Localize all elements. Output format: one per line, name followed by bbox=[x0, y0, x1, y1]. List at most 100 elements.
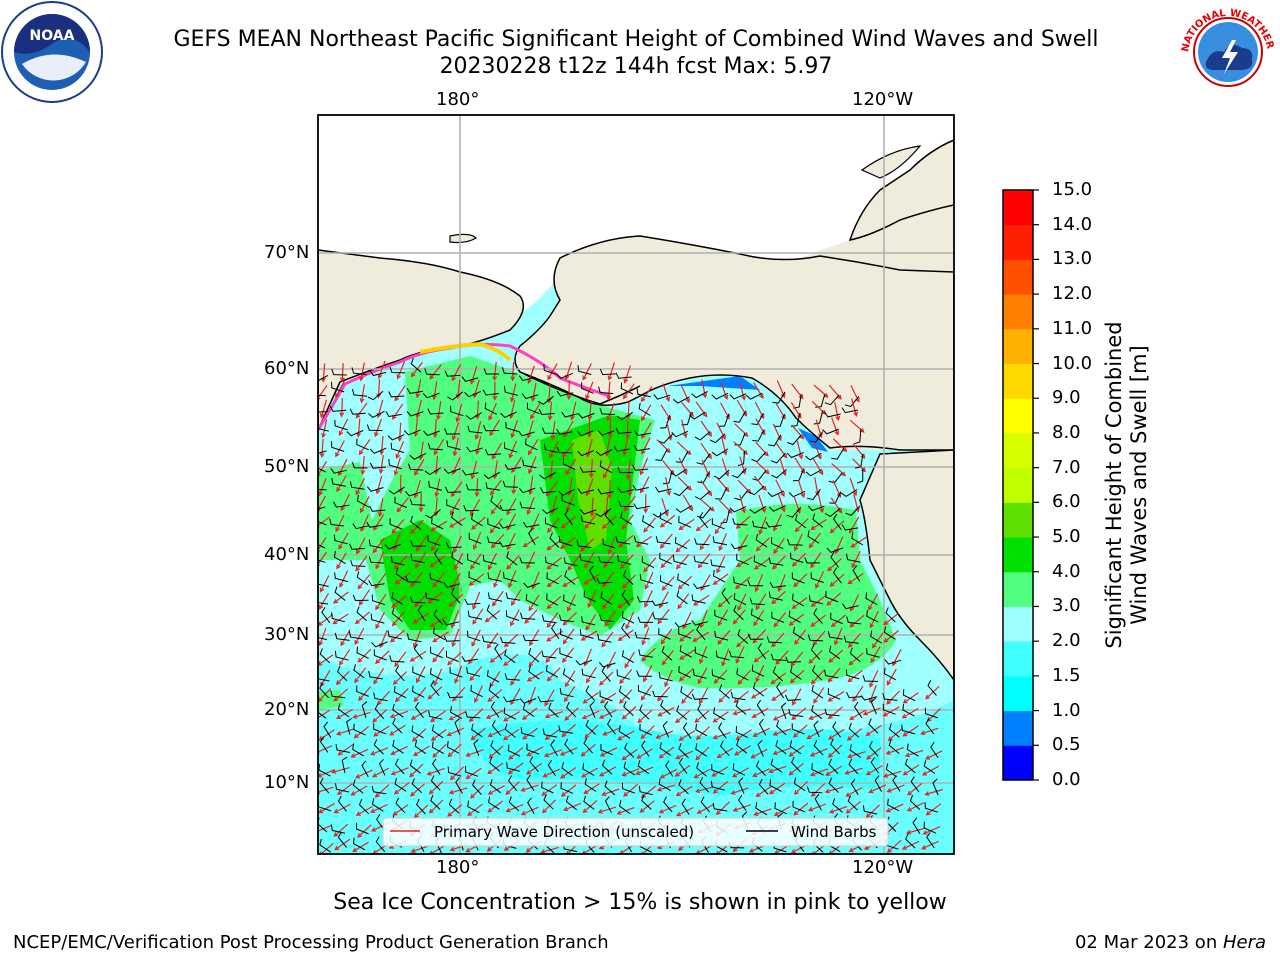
wind-barb bbox=[331, 478, 346, 487]
wave-arrow-head bbox=[818, 432, 823, 439]
wave-direction-arrow bbox=[433, 668, 443, 686]
wave-arrow-head bbox=[922, 830, 928, 835]
wave-arrow-head bbox=[489, 658, 495, 663]
wave-arrow-head bbox=[360, 526, 365, 533]
wave-direction-arrow bbox=[399, 422, 402, 441]
wave-direction-arrow bbox=[753, 609, 765, 626]
wind-barb bbox=[507, 775, 518, 792]
wave-direction-arrow bbox=[432, 647, 445, 663]
wind-barb bbox=[504, 723, 516, 738]
wave-direction-arrow bbox=[721, 648, 730, 666]
wave-arrow-head bbox=[352, 847, 358, 853]
wave-arrow-head bbox=[484, 617, 490, 623]
wave-direction-arrow bbox=[528, 594, 540, 611]
colorbar-title-line2: Wind Waves and Swell [m] bbox=[1127, 345, 1151, 625]
wind-barb bbox=[598, 556, 614, 564]
wave-arrow-head bbox=[607, 433, 613, 439]
wind-barb bbox=[849, 744, 862, 758]
wind-barb bbox=[464, 598, 481, 605]
wind-barb bbox=[473, 739, 480, 756]
wave-arrow-head bbox=[414, 602, 420, 608]
wind-barb bbox=[558, 488, 575, 496]
wind-barb bbox=[559, 687, 574, 698]
wind-barb bbox=[807, 634, 824, 642]
graticule bbox=[318, 115, 954, 854]
wind-barb bbox=[652, 690, 668, 698]
wave-arrow-head bbox=[622, 394, 628, 400]
wind-barb bbox=[652, 613, 668, 620]
wind-barb bbox=[715, 650, 730, 661]
colorbar-tick-label: 1.0 bbox=[1052, 699, 1081, 721]
wind-barb bbox=[349, 408, 366, 415]
wind-barb bbox=[580, 515, 596, 525]
wave-arrow-head bbox=[853, 411, 858, 417]
wave-arrow-head bbox=[546, 564, 552, 570]
wind-barb bbox=[488, 684, 500, 699]
wave-arrow-head bbox=[560, 523, 566, 529]
wave-arrow-head bbox=[685, 398, 690, 404]
wave-direction-arrow bbox=[608, 536, 616, 554]
wind-barb bbox=[732, 763, 746, 776]
wind-barb bbox=[711, 448, 729, 457]
wave-direction-arrow bbox=[452, 422, 460, 440]
wave-arrow-head bbox=[659, 522, 665, 528]
wind-barb bbox=[527, 402, 540, 415]
wave-arrow-head bbox=[597, 808, 603, 814]
wave-direction-arrow bbox=[810, 768, 829, 776]
chart-subtitle: 20230228 t12z 144h fcst Max: 5.97 bbox=[439, 54, 833, 79]
wave-direction-arrow bbox=[563, 420, 574, 437]
wave-direction-arrow bbox=[665, 476, 670, 495]
wind-barb bbox=[623, 701, 634, 716]
wave-arrow-head bbox=[544, 713, 550, 719]
wind-barb bbox=[852, 565, 861, 582]
wind-barb bbox=[791, 593, 805, 607]
wave-direction-arrow bbox=[531, 513, 540, 531]
wind-barb bbox=[862, 675, 879, 682]
wave-arrow-head bbox=[582, 698, 588, 704]
wave-arrow-head bbox=[924, 755, 931, 760]
wind-barb bbox=[375, 814, 385, 831]
wave-direction-arrow bbox=[676, 785, 693, 797]
wave-direction-arrow bbox=[321, 438, 324, 457]
wave-arrow-head bbox=[640, 695, 646, 701]
wave-arrow-head bbox=[527, 450, 533, 456]
wave-arrow-head bbox=[452, 451, 458, 457]
wind-barb bbox=[373, 723, 386, 735]
wave-direction-arrow bbox=[470, 499, 481, 516]
wave-arrow-head bbox=[318, 641, 324, 647]
wave-arrow-head bbox=[389, 713, 396, 719]
wind-barb bbox=[542, 728, 558, 738]
wave-arrow-head bbox=[565, 682, 570, 688]
wind-barb bbox=[562, 668, 575, 682]
lat-label-60n: 60°N bbox=[264, 358, 310, 379]
wave-direction-arrow bbox=[585, 381, 594, 399]
wave-direction-arrow bbox=[359, 439, 371, 455]
wind-barb bbox=[337, 666, 348, 682]
wave-direction-arrow bbox=[476, 478, 479, 497]
wind-barb bbox=[508, 796, 520, 812]
wave-direction-arrow bbox=[337, 728, 355, 735]
wind-barb bbox=[699, 777, 710, 793]
wind-barb bbox=[642, 515, 655, 529]
wave-arrow-head bbox=[510, 433, 516, 439]
wave-direction-arrow bbox=[771, 590, 786, 604]
wave-arrow-head bbox=[715, 810, 721, 816]
wave-direction-arrow bbox=[737, 593, 747, 611]
wave-arrow-head bbox=[656, 786, 663, 792]
wave-arrow-head bbox=[448, 715, 454, 721]
wind-barb bbox=[369, 447, 387, 454]
wave-direction-arrow bbox=[339, 649, 351, 666]
wave-direction-arrow bbox=[679, 629, 695, 642]
wave-arrow-head bbox=[635, 542, 641, 547]
wind-barb bbox=[639, 704, 650, 720]
wind-barb bbox=[623, 569, 634, 585]
wave-arrow-head bbox=[338, 544, 343, 550]
wave-direction-arrow bbox=[359, 589, 370, 606]
wind-barb bbox=[392, 718, 403, 734]
wave-direction-arrow bbox=[582, 710, 600, 719]
wind-barb bbox=[433, 548, 443, 565]
wave-direction-arrow bbox=[467, 803, 483, 816]
wave-arrow-head bbox=[865, 731, 871, 736]
wind-barb bbox=[638, 402, 651, 416]
